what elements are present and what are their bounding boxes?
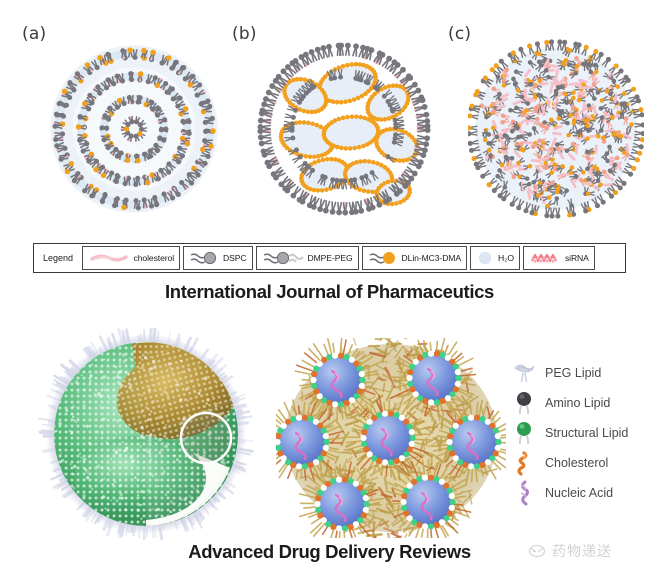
multicore-lnp-cluster-diagram	[258, 331, 518, 548]
legend-item-cholesterol: cholesterol	[81, 246, 181, 270]
legend-label-amino-lipid: Amino Lipid	[545, 396, 611, 410]
watermark-text: 药物递送	[552, 544, 612, 560]
watermark: 药物递送	[527, 541, 612, 561]
panel-c-label: (c)	[448, 24, 472, 44]
dmpe-peg-lipid-icon	[263, 251, 304, 265]
legend-label-water: H₂O	[498, 253, 514, 263]
legend-item-structural-lipid: Structural Lipid	[512, 418, 654, 448]
peg-lipid-icon	[514, 364, 535, 383]
sirna-icon	[530, 253, 557, 264]
legend-item-cholesterol: Cholesterol	[512, 448, 654, 478]
cutaway-lnp-sphere-diagram	[28, 324, 260, 544]
journal-caption-bottom: Advanced Drug Delivery Reviews	[188, 541, 471, 562]
dspc-lipid-icon	[190, 251, 217, 265]
legend-item-dspc: DSPC	[183, 246, 253, 270]
panel-b-label: (b)	[232, 24, 257, 44]
amorphous-lnp-diagram	[468, 39, 644, 219]
legend-label-cholesterol: cholesterol	[133, 253, 175, 263]
structural-lipid-icon	[517, 422, 531, 445]
nucleic-acid-icon	[520, 480, 529, 506]
legend-label-dlin-mc3-dma: DLin-MC3-DMA	[401, 253, 462, 263]
panel-b-multivesicular-lnp: (b)	[228, 18, 431, 230]
bottom-figure: PEG Lipid Amino Lipid Structural Lipid	[0, 320, 659, 586]
legend-bar: Legend cholesterol DSPC	[33, 243, 626, 273]
legend-item-peg-lipid: PEG Lipid	[512, 358, 654, 388]
legend-label-nucleic-acid: Nucleic Acid	[545, 486, 614, 500]
multilamellar-lnp-diagram	[50, 45, 218, 213]
amino-lipid-icon	[517, 392, 531, 415]
legend-label-sirna: siRNA	[564, 253, 589, 263]
legend-title: Legend	[43, 253, 74, 263]
legend-item-amino-lipid: Amino Lipid	[512, 388, 654, 418]
legend-label-peg-lipid: PEG Lipid	[545, 366, 602, 380]
top-figure: (a)	[18, 18, 644, 302]
legend-item-sirna: siRNA	[522, 246, 595, 270]
legend-item-dlin-mc3-dma: DLin-MC3-DMA	[361, 246, 467, 270]
dlin-mc3-dma-icon	[369, 252, 395, 264]
legend-label-structural-lipid: Structural Lipid	[545, 426, 629, 440]
panel-a-multilamellar-lnp: (a)	[18, 18, 218, 230]
legend-item-dmpe-peg: DMPE-PEG	[255, 246, 359, 270]
legend-item-nucleic-acid: Nucleic Acid	[512, 478, 654, 508]
water-icon	[478, 251, 492, 265]
legend-label-cholesterol: Cholesterol	[545, 456, 609, 470]
multivesicular-lnp-diagram	[257, 42, 431, 216]
bottom-legend: PEG Lipid Amino Lipid Structural Lipid	[512, 358, 654, 508]
cholesterol-icon	[517, 451, 528, 476]
capsule-logo-icon	[528, 544, 546, 558]
journal-caption-top: International Journal of Pharmaceutics	[164, 281, 495, 302]
cholesterol-icon	[89, 254, 128, 262]
legend-label-dmpe-peg: DMPE-PEG	[307, 253, 353, 263]
panel-c-amorphous-lnp: (c)	[440, 18, 644, 230]
zoom-highlight-circle	[179, 411, 233, 465]
legend-item-water: H₂O	[470, 246, 520, 270]
panel-a-label: (a)	[22, 24, 47, 44]
legend-label-dspc: DSPC	[223, 253, 247, 263]
